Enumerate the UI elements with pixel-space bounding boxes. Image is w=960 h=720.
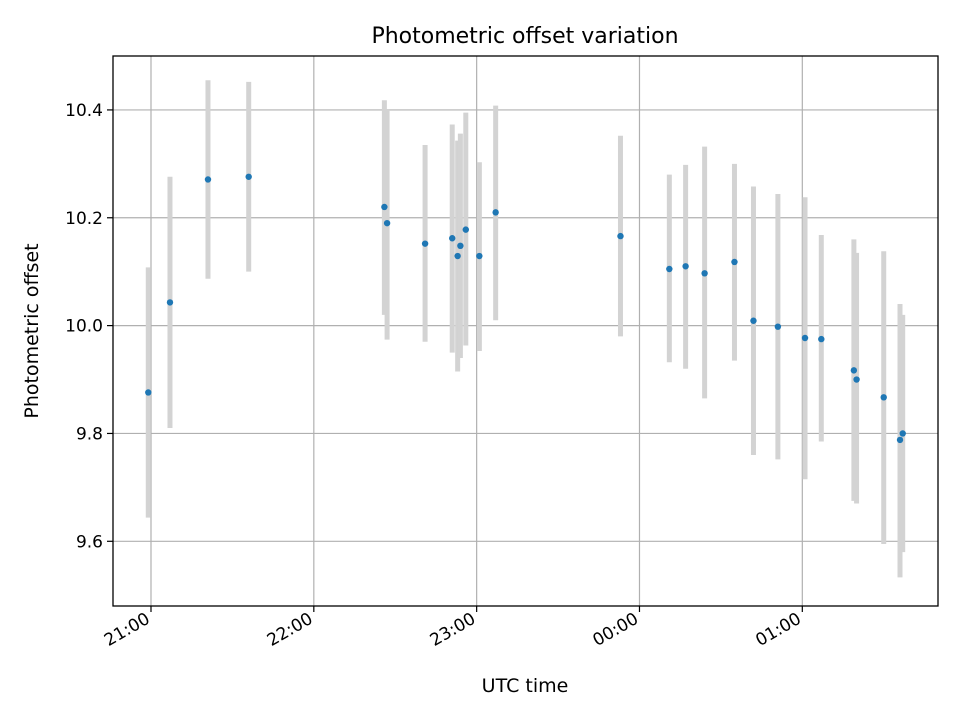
data-point bbox=[383, 219, 391, 227]
data-point bbox=[476, 252, 483, 260]
chart-title: Photometric offset variation bbox=[371, 24, 678, 49]
data-point bbox=[682, 263, 689, 270]
data-point bbox=[731, 258, 738, 266]
data-points bbox=[145, 173, 906, 444]
y-tick-label: 10.4 bbox=[65, 101, 103, 121]
data-point bbox=[801, 334, 809, 342]
data-point bbox=[145, 389, 152, 396]
data-point bbox=[421, 240, 429, 247]
data-point bbox=[245, 173, 252, 180]
data-point bbox=[774, 323, 782, 330]
data-point bbox=[850, 367, 858, 374]
data-point bbox=[381, 203, 388, 211]
data-point bbox=[818, 335, 825, 343]
y-tick-label: 10.2 bbox=[65, 209, 103, 229]
y-tick-label: 9.8 bbox=[76, 424, 103, 444]
y-axis-ticks: 9.6 9.8 10.0 10.2 10.4 bbox=[65, 101, 113, 552]
data-point bbox=[204, 176, 212, 183]
y-tick-label: 10.0 bbox=[65, 317, 103, 337]
y-tick-label: 9.6 bbox=[76, 532, 103, 552]
data-point bbox=[880, 394, 887, 401]
data-point bbox=[449, 235, 456, 242]
data-point bbox=[899, 430, 906, 437]
data-point bbox=[454, 252, 461, 260]
data-point bbox=[166, 299, 174, 306]
x-axis-label: UTC time bbox=[482, 675, 569, 697]
data-point bbox=[492, 209, 499, 216]
y-axis-label: Photometric offset bbox=[21, 243, 43, 418]
data-point bbox=[617, 232, 624, 240]
plot-frame bbox=[112, 55, 939, 607]
data-point bbox=[853, 376, 860, 383]
data-point bbox=[750, 317, 757, 324]
data-point bbox=[462, 226, 469, 233]
data-point bbox=[701, 270, 708, 277]
data-point bbox=[896, 436, 904, 444]
data-point bbox=[666, 265, 673, 273]
data-point bbox=[457, 242, 464, 250]
